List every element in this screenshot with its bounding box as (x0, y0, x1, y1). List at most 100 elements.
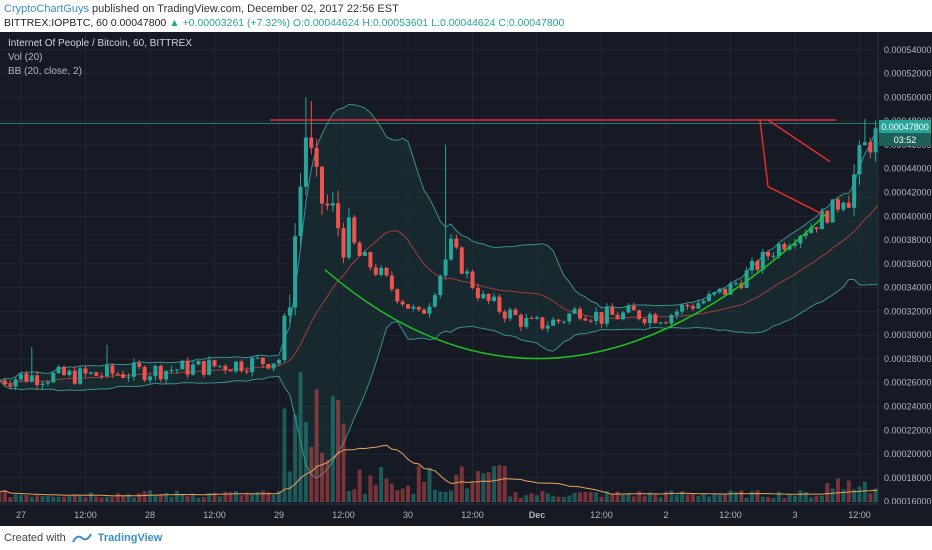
x-tick-label: 12:00 (203, 510, 226, 520)
candle-body (723, 288, 728, 295)
candle-body (384, 268, 389, 276)
candle-body (766, 252, 771, 257)
volume-bar (782, 497, 787, 502)
volume-bar (400, 488, 405, 502)
candle-body (416, 306, 421, 310)
volume-bar (492, 466, 496, 502)
candle-body (142, 366, 147, 381)
candle-body (760, 252, 765, 270)
candle-body (0, 380, 2, 382)
candle-body (35, 375, 40, 385)
volume-bar (803, 492, 808, 502)
candle-body (40, 383, 45, 385)
legend-volume[interactable]: Vol (20) (8, 52, 42, 63)
candle-body (755, 260, 760, 270)
volume-bar (798, 490, 803, 502)
candle-body (690, 306, 695, 309)
flag-pole-line (759, 119, 769, 187)
volume-bar (180, 493, 185, 502)
volume-bar (153, 494, 158, 502)
volume-bar (793, 495, 797, 502)
candle-body (459, 247, 464, 274)
candle-body (873, 128, 878, 153)
volume-bar (158, 494, 163, 502)
legend-bollinger[interactable]: BB (20, close, 2) (8, 66, 82, 77)
volume-bar (373, 484, 378, 502)
volume-bar (647, 492, 652, 502)
x-tick-label: 27 (16, 510, 26, 520)
y-tick-label: 0.00028000 (884, 354, 932, 364)
candle-body (239, 361, 244, 371)
volume-bar (191, 494, 195, 502)
bb-lower (0, 221, 932, 479)
cup-curve (324, 213, 827, 360)
volume-bar (223, 491, 228, 502)
volume-bar (368, 475, 373, 502)
volume-bar (271, 494, 276, 502)
volume-bar (443, 491, 448, 502)
candle-body (78, 368, 83, 384)
candle-body (717, 288, 722, 293)
candle-body (809, 227, 814, 234)
candle-body (653, 314, 658, 324)
volume-bar (621, 494, 625, 502)
volume-bar (690, 493, 695, 502)
price-chart[interactable]: 0.000540000.000520000.000500000.00048000… (0, 32, 932, 526)
candle-body (330, 203, 335, 206)
x-axis-labels: 27 12:00 28 12:00 29 12:00 30 12:00 Dec 12:00 2 12:… (16, 510, 871, 520)
time-axis[interactable] (0, 504, 932, 526)
volume-bar (594, 492, 599, 502)
candle-body (556, 319, 561, 322)
author-link[interactable]: CryptoChartGuys (4, 3, 89, 15)
volume-bar (105, 496, 109, 502)
volume-bars (0, 372, 932, 502)
flag-lower-line (767, 185, 823, 215)
volume-bar (250, 493, 255, 502)
chart-legend: Internet Of People / Bitcoin, 60, BITTRE… (8, 38, 192, 77)
last-price: 0.00047800 (110, 17, 167, 29)
volume-bar (862, 481, 867, 502)
volume-bar (40, 496, 45, 502)
volume-bar (696, 496, 701, 502)
candle-body (642, 319, 647, 323)
volume-bar (825, 483, 830, 502)
candle-body (475, 287, 480, 298)
volume-bar (760, 496, 765, 502)
candle-body (336, 203, 341, 229)
price-axis[interactable] (878, 32, 932, 526)
x-tick-label: Dec (529, 510, 546, 520)
y-tick-label: 0.00034000 (884, 283, 932, 293)
volume-bar (513, 492, 518, 502)
candle-body (228, 370, 233, 372)
volume-bar (438, 491, 443, 502)
candle-body (594, 312, 599, 321)
candle-body (728, 283, 733, 295)
volume-bar (508, 496, 513, 502)
candle-body (868, 142, 873, 153)
volume-bar (35, 495, 40, 502)
volume-bar (653, 493, 658, 502)
candle-body (470, 271, 475, 288)
volume-bar (819, 495, 824, 502)
volume-bar (207, 492, 212, 502)
volume-bar (309, 446, 314, 502)
volume-bar (744, 497, 749, 502)
y-tick-label: 0.00036000 (884, 259, 932, 269)
volume-bar (685, 494, 690, 502)
candle-body (217, 365, 222, 367)
candle-body (250, 357, 255, 373)
symbol-label: BITTREX:IOPBTC, 60 (4, 17, 108, 29)
candle-body (454, 238, 459, 248)
volume-bar (94, 496, 99, 502)
candle-body (733, 283, 738, 285)
candle-body (701, 301, 706, 304)
volume-bar (583, 491, 588, 502)
volume-bar (556, 496, 561, 502)
volume-bar (567, 495, 572, 502)
tradingview-brand[interactable]: TradingView (97, 532, 163, 544)
candle-body (363, 252, 367, 256)
volume-bar (201, 497, 206, 502)
volume-bar (535, 495, 539, 502)
volume-bar (497, 465, 502, 502)
candle-body (443, 259, 448, 276)
